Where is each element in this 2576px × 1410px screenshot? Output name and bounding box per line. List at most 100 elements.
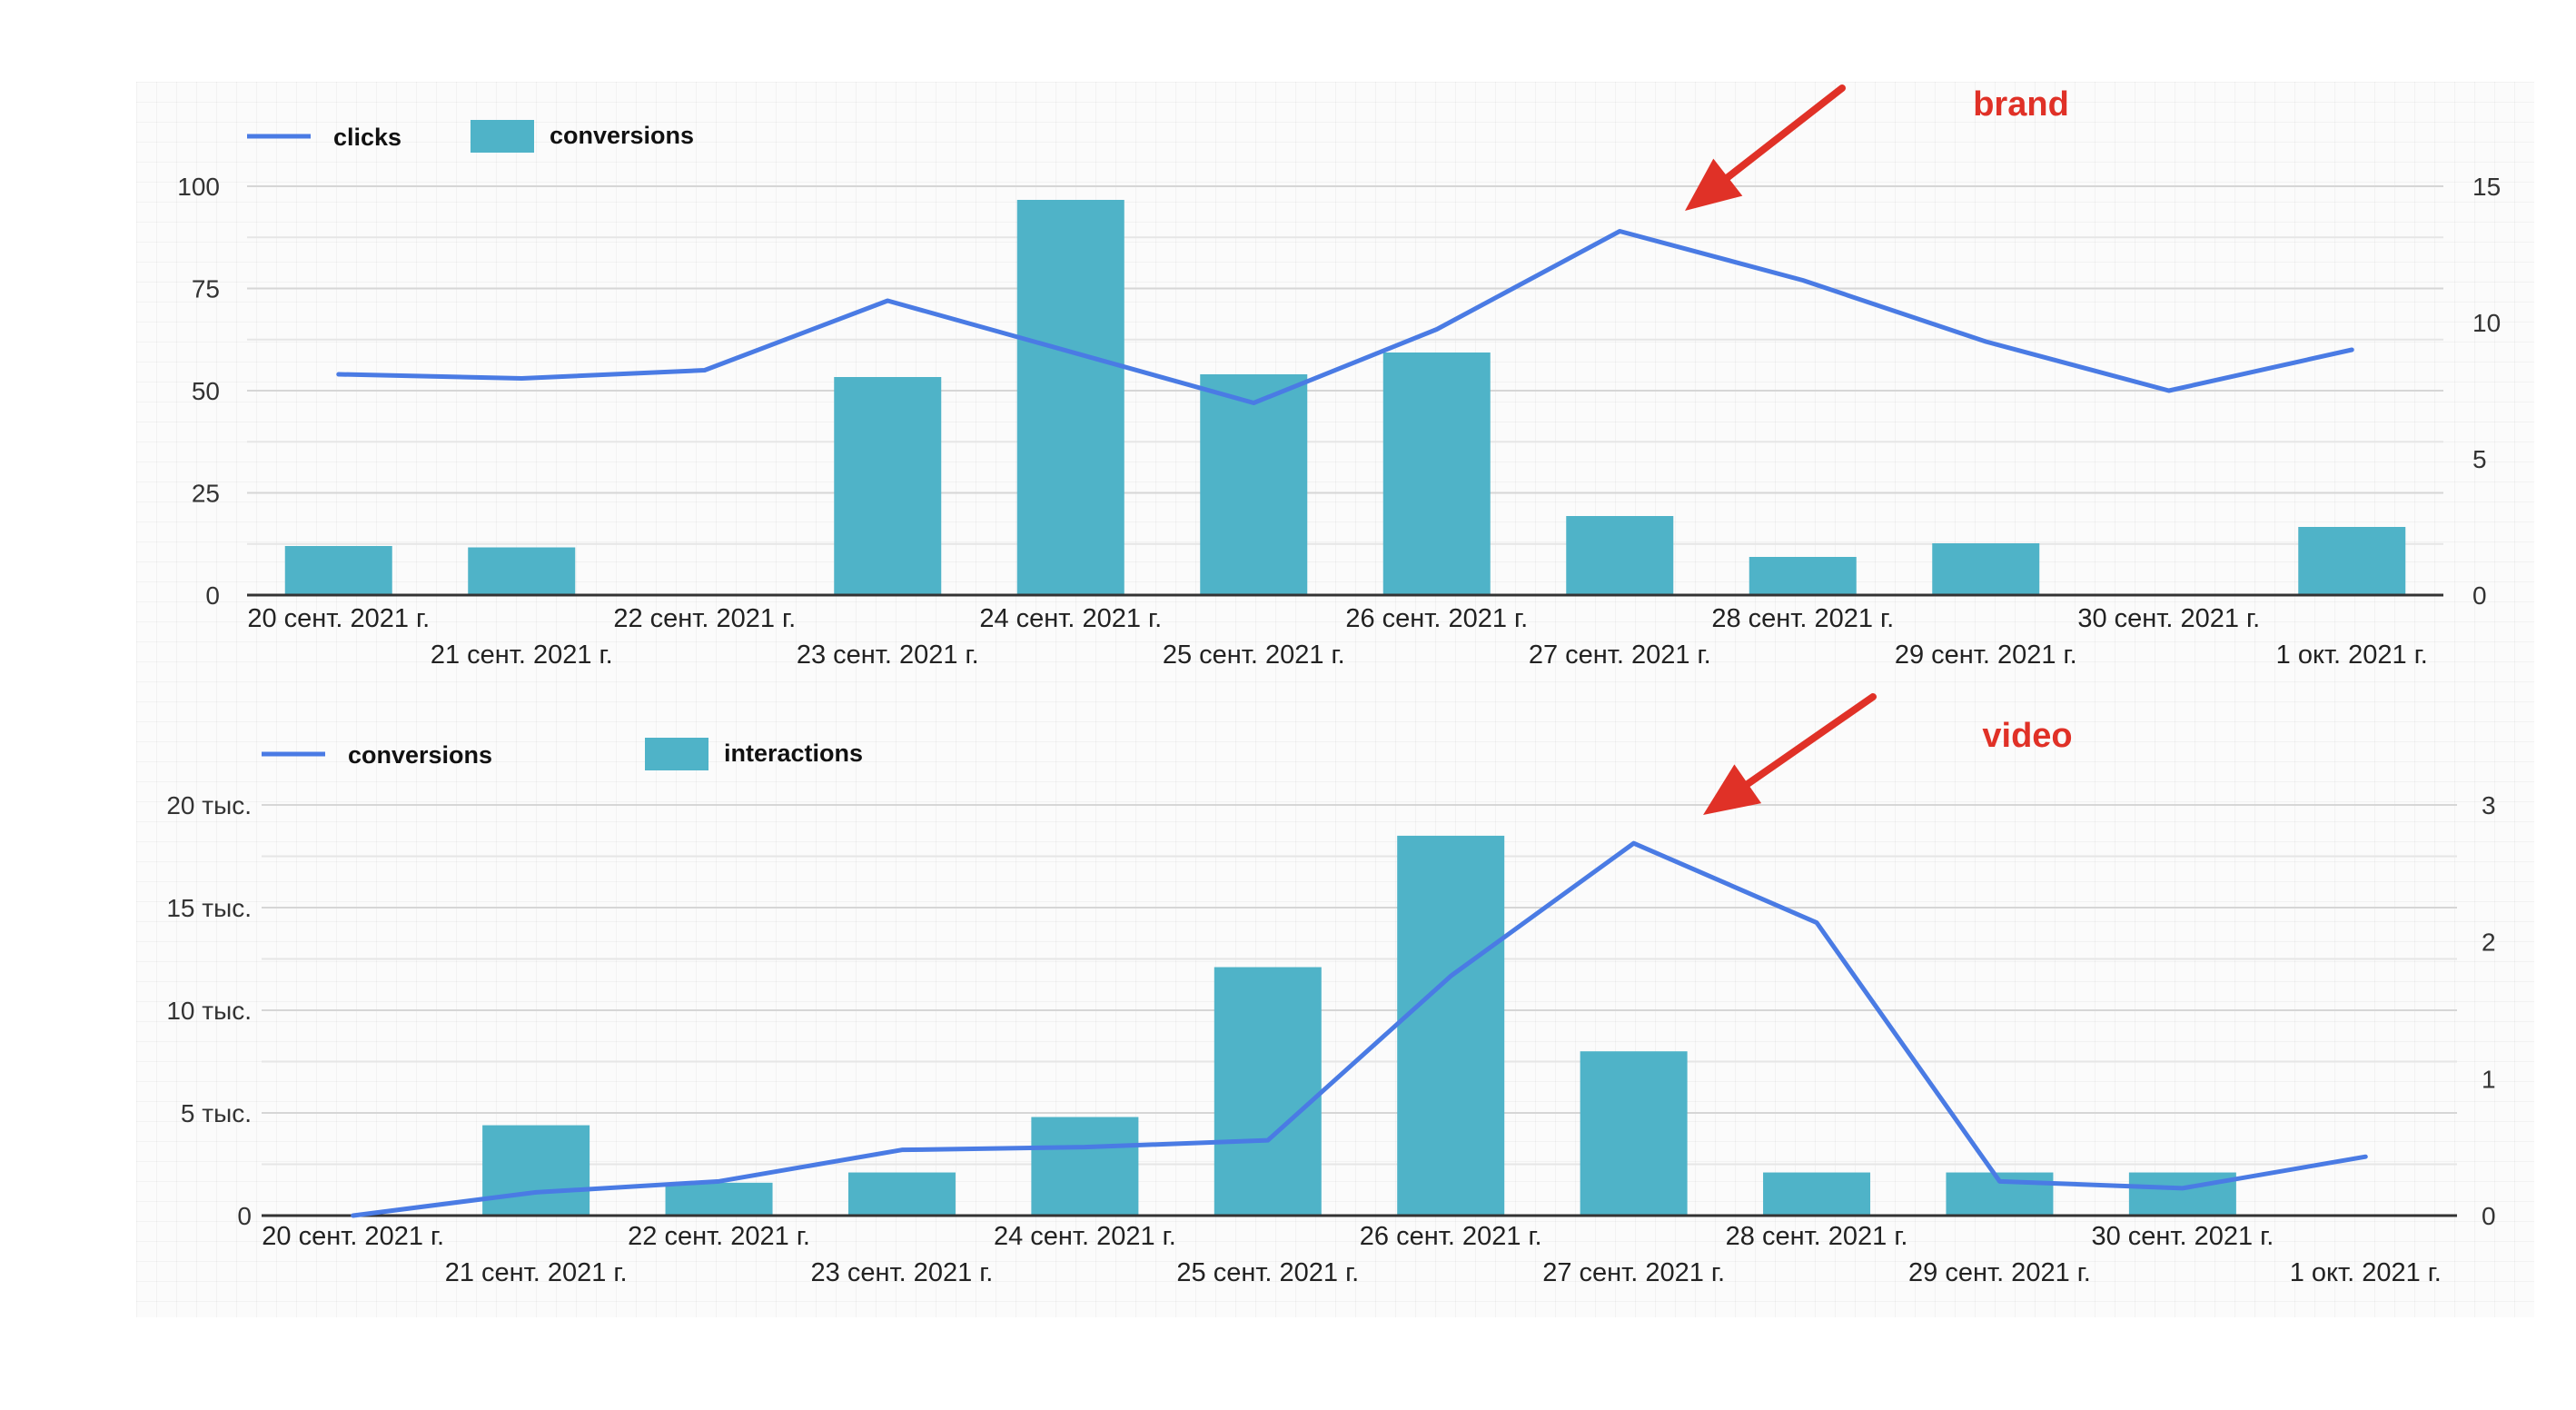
right-axis-tick-label: 2	[2482, 928, 2496, 957]
left-axis-tick-label: 0	[205, 581, 220, 610]
right-axis-tick-label: 15	[2472, 173, 2501, 201]
x-axis-tick-label: 22 сент. 2021 г.	[628, 1222, 810, 1251]
x-axis-tick-label: 20 сент. 2021 г.	[262, 1222, 444, 1251]
left-axis-tick-label: 25	[192, 480, 220, 508]
series-line	[351, 840, 2368, 1218]
line-point	[887, 300, 889, 302]
right-axis-tick-label: 5	[2472, 445, 2487, 473]
left-axis-tick-label: 20 тыс.	[166, 791, 252, 819]
right-axis-tick-label: 1	[2482, 1065, 2496, 1093]
left-axis-tick-label: 75	[192, 275, 220, 303]
left-axis-tick-label: 100	[177, 173, 220, 201]
x-axis-tick-label: 29 сент. 2021 г.	[1895, 640, 2077, 670]
series-line	[336, 229, 2354, 405]
legend-bar-swatch	[471, 120, 534, 153]
bar	[1031, 1117, 1139, 1216]
annotation-arrow-shaft	[1744, 693, 1877, 788]
line-point	[2364, 1156, 2367, 1158]
x-axis-tick-label: 23 сент. 2021 г.	[811, 1258, 994, 1287]
line-point	[520, 377, 523, 380]
bar	[665, 1182, 773, 1216]
bar	[1016, 200, 1125, 595]
x-axis-tick-label: 24 сент. 2021 г.	[994, 1222, 1176, 1251]
legend-bar-label: interactions	[724, 740, 863, 767]
bar	[1763, 1172, 1871, 1216]
line-point	[535, 1191, 538, 1194]
right-axis-tick-label: 10	[2472, 309, 2501, 337]
right-axis-tick-label: 0	[2482, 1202, 2496, 1230]
legend-bar-label: conversions	[550, 122, 694, 149]
left-axis-tick-label: 10 тыс.	[166, 997, 252, 1025]
bar	[1382, 352, 1491, 595]
line-point	[352, 1215, 354, 1216]
annotation-label: brand	[1973, 85, 2069, 124]
x-axis-tick-label: 24 сент. 2021 г.	[979, 604, 1162, 633]
line-point	[1619, 230, 1621, 233]
x-axis-tick-label: 1 окт. 2021 г.	[2290, 1258, 2442, 1287]
left-axis-tick-label: 5 тыс.	[181, 1099, 252, 1127]
bar	[482, 1125, 590, 1216]
bar	[1580, 1051, 1688, 1216]
x-axis-tick-label: 20 сент. 2021 г.	[247, 604, 430, 633]
line-point	[1998, 1180, 2001, 1183]
bar	[1200, 374, 1308, 595]
bar	[2298, 527, 2406, 595]
line-point	[2181, 1187, 2184, 1189]
x-axis-tick-label: 29 сент. 2021 г.	[1908, 1258, 2091, 1287]
x-axis-tick-label: 27 сент. 2021 г.	[1529, 640, 1711, 670]
bar	[1566, 516, 1674, 595]
line-point	[1801, 279, 1804, 282]
line-point	[2351, 349, 2353, 351]
line-point	[1450, 975, 1452, 978]
x-axis-tick-label: 21 сент. 2021 г.	[445, 1258, 628, 1287]
line-point	[1985, 341, 1987, 343]
annotation-arrow-head	[1703, 764, 1762, 815]
line-point	[1435, 328, 1438, 331]
x-axis-tick-label: 26 сент. 2021 г.	[1360, 1222, 1542, 1251]
x-axis-tick-label: 30 сент. 2021 г.	[2077, 604, 2260, 633]
left-axis-tick-label: 0	[237, 1202, 252, 1230]
legend-line-label: conversions	[348, 741, 492, 769]
legend-line-label: clicks	[333, 124, 401, 151]
right-axis-tick-label: 0	[2472, 581, 2487, 610]
x-axis-tick-label: 30 сент. 2021 г.	[2091, 1222, 2274, 1251]
annotation-arrow-shaft	[1724, 84, 1846, 182]
line-point	[900, 1148, 903, 1151]
x-axis-tick-label: 26 сент. 2021 г.	[1345, 604, 1528, 633]
line-point	[1253, 402, 1255, 404]
bar	[284, 546, 392, 595]
x-axis-tick-label: 23 сент. 2021 г.	[797, 640, 979, 670]
left-axis-tick-label: 15 тыс.	[166, 894, 252, 922]
annotation-arrow-head	[1685, 158, 1743, 211]
line-point	[1084, 1146, 1086, 1148]
x-axis-tick-label: 27 сент. 2021 г.	[1542, 1258, 1725, 1287]
line-point	[1266, 1139, 1269, 1142]
bar	[1214, 967, 1322, 1216]
bar	[1932, 543, 2040, 595]
bar	[834, 377, 942, 595]
annotation-label: video	[1982, 717, 2072, 755]
bar	[1749, 557, 1857, 595]
x-axis-tick-label: 28 сент. 2021 г.	[1726, 1222, 1908, 1251]
line-point	[2167, 390, 2170, 392]
line-point	[703, 369, 706, 372]
bar	[1397, 835, 1505, 1216]
bar	[847, 1172, 956, 1216]
bar	[468, 547, 576, 595]
line-point	[1816, 921, 1818, 924]
line-point	[337, 373, 340, 375]
right-axis-tick-label: 3	[2482, 791, 2496, 819]
left-axis-tick-label: 50	[192, 377, 220, 405]
legend-bar-swatch	[645, 738, 708, 770]
x-axis-tick-label: 25 сент. 2021 г.	[1176, 1258, 1359, 1287]
x-axis-tick-label: 1 окт. 2021 г.	[2276, 640, 2428, 670]
line-point	[1632, 842, 1635, 845]
x-axis-tick-label: 25 сент. 2021 г.	[1163, 640, 1345, 670]
x-axis-tick-label: 21 сент. 2021 г.	[431, 640, 613, 670]
line-point	[718, 1180, 720, 1183]
x-axis-tick-label: 28 сент. 2021 г.	[1711, 604, 1894, 633]
x-axis-tick-label: 22 сент. 2021 г.	[613, 604, 796, 633]
bar	[2128, 1172, 2236, 1216]
